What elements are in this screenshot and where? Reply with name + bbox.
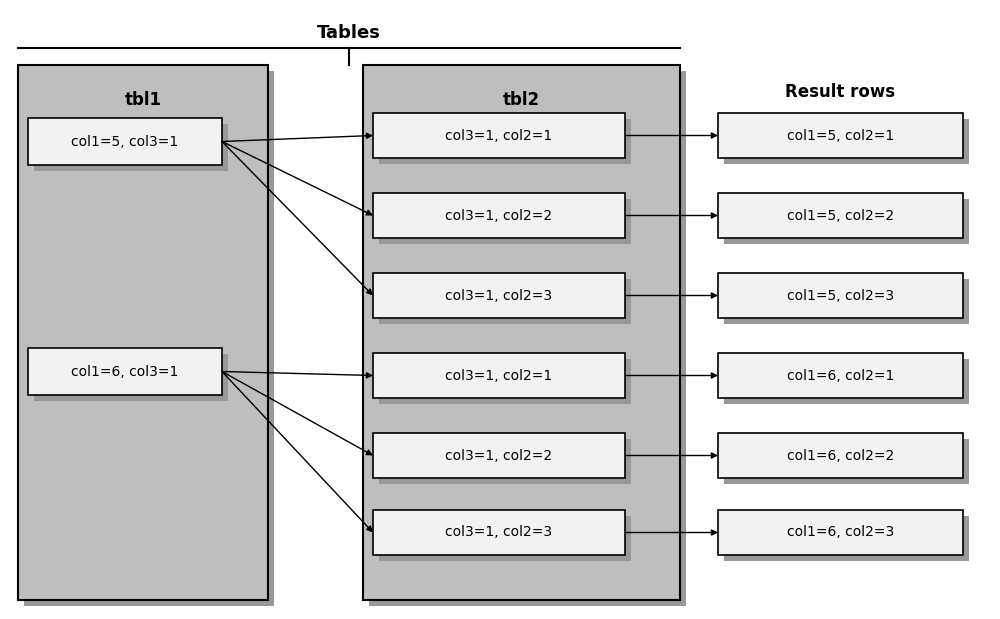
Bar [379,279,631,324]
Bar [373,353,625,398]
Bar [363,65,680,600]
Text: col3=1, col2=2: col3=1, col2=2 [445,209,553,222]
Bar [28,118,222,165]
Bar [718,193,963,238]
Text: col3=1, col2=1: col3=1, col2=1 [445,368,553,383]
Bar [369,71,686,606]
Bar [379,119,631,164]
Bar [724,279,969,324]
Bar [379,359,631,404]
Text: col1=6, col2=1: col1=6, col2=1 [787,368,894,383]
Bar [718,433,963,478]
Text: Result rows: Result rows [785,83,896,101]
Bar [379,516,631,561]
Bar [724,119,969,164]
Bar [724,359,969,404]
Text: col1=5, col3=1: col1=5, col3=1 [71,134,179,149]
Bar [718,353,963,398]
Text: col3=1, col2=1: col3=1, col2=1 [445,129,553,142]
Bar [718,113,963,158]
Text: col1=6, col3=1: col1=6, col3=1 [71,365,179,378]
Bar [34,354,228,401]
Text: Tables: Tables [317,24,381,42]
Bar [373,193,625,238]
Text: col3=1, col2=2: col3=1, col2=2 [445,449,553,462]
Bar [724,199,969,244]
Bar [724,516,969,561]
Text: col1=5, col2=2: col1=5, col2=2 [787,209,894,222]
Bar [373,273,625,318]
Bar [718,273,963,318]
Text: col1=5, col2=1: col1=5, col2=1 [787,129,894,142]
Text: col3=1, col2=3: col3=1, col2=3 [445,526,553,540]
Bar [379,439,631,484]
Bar [18,65,268,600]
Text: col1=6, col2=3: col1=6, col2=3 [787,526,894,540]
Bar [724,439,969,484]
Bar [373,113,625,158]
Bar [379,199,631,244]
Text: col3=1, col2=3: col3=1, col2=3 [445,288,553,303]
Text: tbl1: tbl1 [124,91,162,109]
Text: col1=5, col2=3: col1=5, col2=3 [787,288,894,303]
Bar [373,510,625,555]
Bar [24,71,274,606]
Bar [718,510,963,555]
Bar [373,433,625,478]
Text: tbl2: tbl2 [503,91,540,109]
Text: col1=6, col2=2: col1=6, col2=2 [787,449,894,462]
Bar [34,124,228,171]
Bar [28,348,222,395]
